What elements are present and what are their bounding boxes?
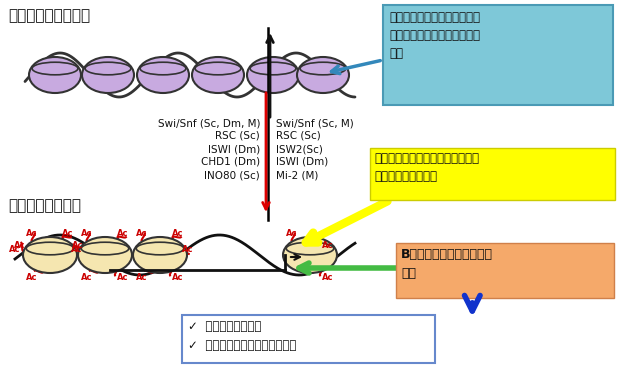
Text: RSC (Sc): RSC (Sc) bbox=[276, 131, 321, 141]
FancyBboxPatch shape bbox=[396, 243, 614, 298]
Text: ISW2(Sc): ISW2(Sc) bbox=[276, 144, 323, 154]
Ellipse shape bbox=[81, 242, 129, 255]
Ellipse shape bbox=[250, 62, 296, 75]
Ellipse shape bbox=[133, 237, 187, 273]
Ellipse shape bbox=[32, 62, 78, 75]
Text: Mi-2 (M): Mi-2 (M) bbox=[276, 170, 318, 180]
Text: ISWI (Dm): ISWI (Dm) bbox=[276, 157, 328, 167]
Text: Ac: Ac bbox=[81, 229, 93, 237]
Text: Ac: Ac bbox=[117, 229, 129, 237]
Text: RSC (Sc): RSC (Sc) bbox=[215, 131, 260, 141]
Text: 不活性化クロマチン: 不活性化クロマチン bbox=[8, 8, 90, 23]
Ellipse shape bbox=[85, 62, 131, 75]
Text: Ac: Ac bbox=[172, 273, 184, 281]
Ellipse shape bbox=[82, 57, 134, 93]
Text: Ac: Ac bbox=[286, 229, 298, 237]
Text: Ac: Ac bbox=[26, 229, 38, 237]
Ellipse shape bbox=[300, 62, 346, 75]
Ellipse shape bbox=[297, 57, 349, 93]
Ellipse shape bbox=[192, 57, 244, 93]
Text: 飲酒と関連する変異シグネチャー
などが起こりやすい: 飲酒と関連する変異シグネチャー などが起こりやすい bbox=[374, 152, 479, 183]
Text: Ac: Ac bbox=[14, 240, 26, 250]
Text: 加齢・喫煙に関連する変異シ
グネチャーなどが起こりやす
い。: 加齢・喫煙に関連する変異シ グネチャーなどが起こりやす い。 bbox=[389, 11, 480, 60]
Text: B型肝炎ウイルスゲノムの
挿入: B型肝炎ウイルスゲノムの 挿入 bbox=[401, 248, 493, 280]
Text: Ac: Ac bbox=[136, 229, 148, 237]
Ellipse shape bbox=[78, 237, 132, 273]
Text: 活性化クロマチン: 活性化クロマチン bbox=[8, 198, 81, 213]
Text: CHD1 (Dm): CHD1 (Dm) bbox=[201, 157, 260, 167]
FancyBboxPatch shape bbox=[370, 148, 615, 200]
Text: Swi/Snf (Sc, Dm, M): Swi/Snf (Sc, Dm, M) bbox=[158, 118, 260, 128]
FancyBboxPatch shape bbox=[182, 315, 435, 363]
Text: Ac: Ac bbox=[62, 229, 74, 237]
Text: ISWI (Dm): ISWI (Dm) bbox=[208, 144, 260, 154]
Text: Ac: Ac bbox=[182, 246, 194, 254]
Ellipse shape bbox=[286, 242, 334, 255]
Text: Ac: Ac bbox=[172, 229, 184, 237]
Text: Ac: Ac bbox=[26, 273, 38, 281]
Text: Ac: Ac bbox=[9, 246, 21, 254]
Ellipse shape bbox=[247, 57, 299, 93]
Ellipse shape bbox=[136, 242, 184, 255]
Text: Ac: Ac bbox=[81, 273, 93, 281]
Text: ✓  低メチル化の維持
✓  ウイルスゲノムの超不安定性: ✓ 低メチル化の維持 ✓ ウイルスゲノムの超不安定性 bbox=[188, 320, 297, 352]
Text: Ac: Ac bbox=[322, 240, 334, 250]
Ellipse shape bbox=[137, 57, 189, 93]
Ellipse shape bbox=[23, 237, 77, 273]
FancyBboxPatch shape bbox=[383, 5, 613, 105]
Text: Ac: Ac bbox=[322, 273, 334, 281]
Ellipse shape bbox=[283, 237, 337, 273]
Ellipse shape bbox=[26, 242, 74, 255]
Text: Ac: Ac bbox=[71, 246, 83, 254]
Text: Ac: Ac bbox=[136, 273, 148, 281]
Text: Swi/Snf (Sc, M): Swi/Snf (Sc, M) bbox=[276, 118, 353, 128]
Ellipse shape bbox=[140, 62, 186, 75]
Ellipse shape bbox=[195, 62, 241, 75]
Text: Ac: Ac bbox=[72, 240, 84, 250]
Text: Ac: Ac bbox=[117, 273, 129, 281]
Text: INO80 (Sc): INO80 (Sc) bbox=[205, 170, 260, 180]
Ellipse shape bbox=[29, 57, 81, 93]
